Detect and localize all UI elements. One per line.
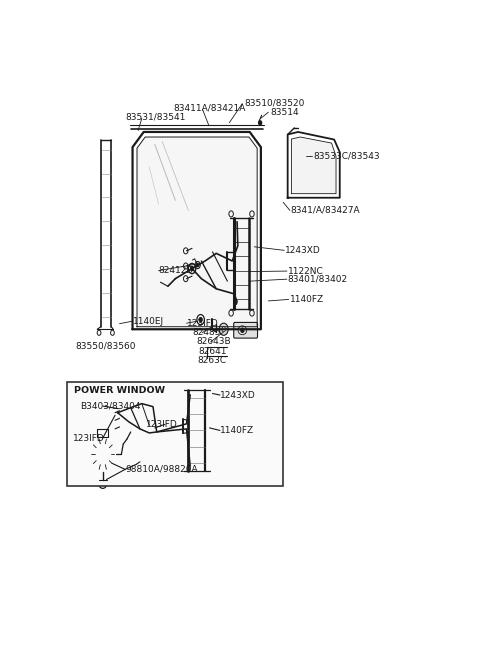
Text: POWER WINDOW: POWER WINDOW — [74, 386, 165, 395]
Text: 83510/83520: 83510/83520 — [244, 99, 304, 108]
Text: 82641: 82641 — [198, 347, 227, 356]
Circle shape — [90, 436, 116, 472]
Circle shape — [199, 317, 202, 322]
Text: 1122NC: 1122NC — [288, 267, 324, 275]
Text: 8263C: 8263C — [198, 356, 227, 365]
Text: 83531/83541: 83531/83541 — [125, 113, 185, 122]
Circle shape — [219, 323, 228, 335]
Text: 1140FZ: 1140FZ — [289, 295, 324, 304]
Circle shape — [191, 267, 193, 271]
Text: 83514: 83514 — [270, 108, 299, 117]
Text: 98810A/98820A: 98810A/98820A — [125, 465, 198, 474]
Text: 8341/A/83427A: 8341/A/83427A — [290, 206, 360, 215]
Polygon shape — [291, 137, 336, 194]
Circle shape — [188, 263, 196, 273]
Text: 1140EJ: 1140EJ — [132, 317, 164, 326]
Circle shape — [155, 430, 158, 434]
Circle shape — [241, 328, 244, 332]
Text: 83411A/83421A: 83411A/83421A — [173, 104, 246, 113]
Circle shape — [99, 449, 107, 459]
Text: 1243XD: 1243XD — [220, 390, 256, 399]
Text: 83550/83560: 83550/83560 — [75, 342, 135, 350]
Circle shape — [196, 263, 199, 267]
Circle shape — [94, 443, 111, 466]
Circle shape — [222, 327, 226, 332]
Text: 1243XD: 1243XD — [285, 246, 321, 255]
FancyBboxPatch shape — [234, 323, 258, 338]
Text: 1140FZ: 1140FZ — [220, 426, 254, 435]
Text: 82412B: 82412B — [158, 266, 193, 275]
Text: 123IFD: 123IFD — [145, 420, 177, 429]
Circle shape — [259, 121, 262, 125]
Text: 123IFD: 123IFD — [186, 319, 218, 328]
FancyBboxPatch shape — [67, 382, 283, 486]
Text: 83401/83402: 83401/83402 — [288, 275, 348, 284]
Circle shape — [153, 427, 160, 437]
Text: 83533C/83543: 83533C/83543 — [313, 151, 380, 160]
Polygon shape — [137, 137, 257, 327]
Text: 82643B: 82643B — [196, 338, 231, 346]
Text: 123IFD: 123IFD — [73, 434, 105, 443]
Circle shape — [197, 315, 204, 325]
Text: 82485: 82485 — [192, 328, 221, 337]
Text: B3403/83404: B3403/83404 — [81, 401, 141, 411]
